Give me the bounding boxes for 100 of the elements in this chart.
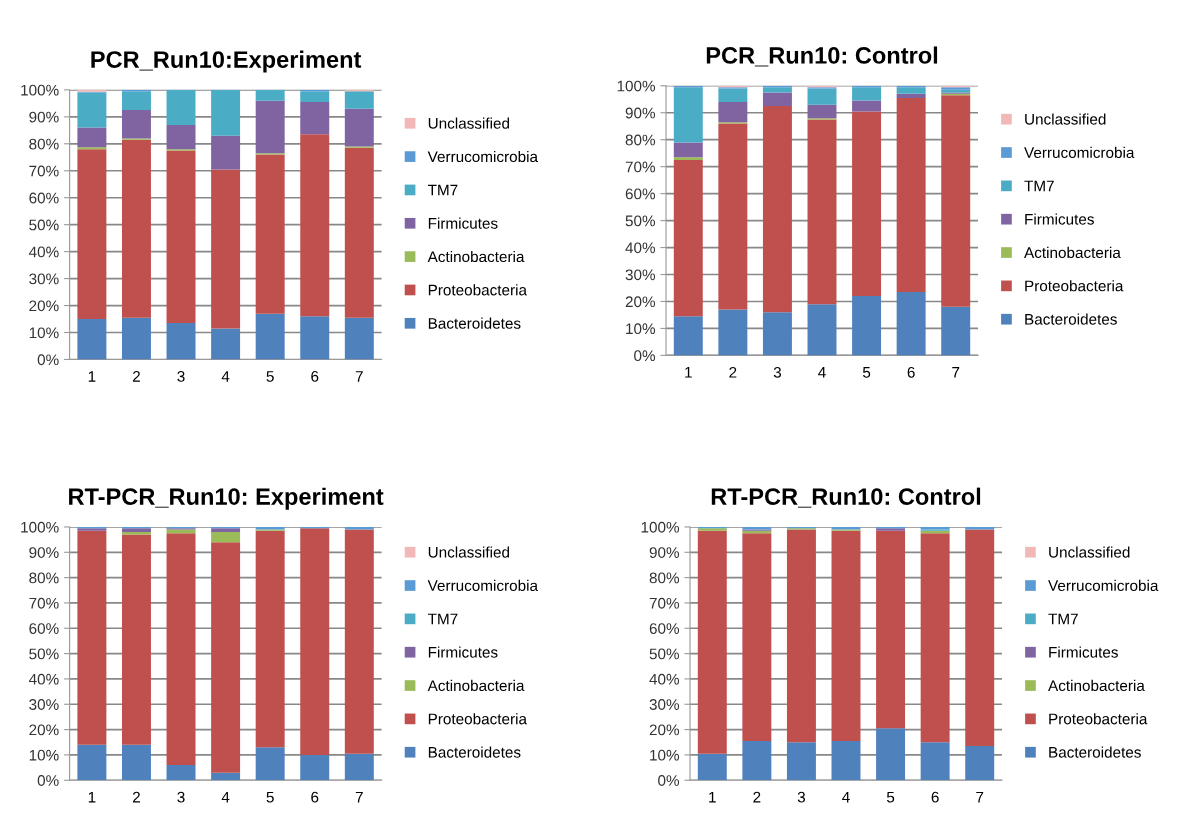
y-tick-label: 90%: [625, 107, 656, 119]
x-tick-label: 1: [709, 791, 716, 803]
x-tick-label: 2: [753, 791, 761, 803]
y-tick-label: 60%: [625, 188, 656, 200]
legend-label: Actinobacteria: [1024, 246, 1121, 259]
legend-label: TM7: [1048, 613, 1078, 625]
legend-label: Proteobacteria: [428, 284, 527, 296]
y-tick-label: 10%: [29, 327, 59, 339]
chart-title: RT-PCR_Run10: Control: [711, 487, 981, 508]
legend-label: Proteobacteria: [1025, 280, 1124, 292]
legend-label: Unclassified: [1025, 113, 1106, 125]
y-tick-label: 20%: [649, 724, 680, 736]
y-tick-label: 20%: [29, 724, 59, 736]
x-tick-label: 2: [132, 370, 140, 382]
y-tick-label: 80%: [29, 138, 59, 150]
x-tick-label: 4: [221, 371, 230, 382]
legend-label: Unclassified: [1049, 546, 1130, 558]
y-tick-label: 20%: [625, 296, 656, 308]
x-tick-label: 5: [266, 371, 274, 382]
y-tick-label: 70%: [625, 161, 656, 173]
x-tick-label: 1: [88, 791, 96, 803]
legend-label: TM7: [427, 184, 458, 196]
x-tick-label: 4: [221, 791, 230, 803]
y-tick-label: 70%: [29, 165, 59, 177]
x-tick-label: 5: [266, 791, 274, 803]
y-tick-label: 100%: [641, 521, 680, 533]
legend-label: Actinobacteria: [427, 250, 525, 263]
x-tick-label: 5: [862, 367, 871, 378]
x-tick-label: 5: [886, 791, 895, 803]
legend-label: Firmicutes: [428, 217, 498, 229]
legend-label: Firmicutes: [428, 646, 498, 658]
legend-label: Bacteroidetes: [428, 746, 521, 758]
legend-label: Firmicutes: [1049, 646, 1118, 658]
y-tick-label: 20%: [29, 300, 59, 312]
x-tick-label: 7: [355, 371, 363, 382]
y-tick-label: 0%: [37, 775, 59, 786]
legend-label: Verrucomicrobia: [427, 150, 539, 163]
y-tick-label: 0%: [658, 775, 680, 786]
legend-label: Firmicutes: [1025, 213, 1094, 225]
y-tick-label: 60%: [29, 192, 59, 204]
x-tick-label: 7: [952, 367, 960, 378]
y-tick-label: 30%: [649, 699, 680, 710]
chart-title: PCR_Run10:Experiment: [91, 50, 362, 73]
y-tick-label: 100%: [21, 521, 59, 533]
y-tick-label: 90%: [29, 547, 59, 558]
x-tick-label: 6: [907, 366, 915, 378]
legend-label: TM7: [1024, 180, 1054, 192]
y-tick-label: 40%: [28, 673, 59, 685]
y-tick-label: 90%: [29, 111, 59, 123]
x-tick-label: 1: [685, 367, 692, 378]
y-tick-label: 90%: [649, 547, 680, 558]
legend-label: Actinobacteria: [1048, 679, 1145, 692]
y-tick-label: 50%: [29, 648, 59, 660]
y-tick-label: 80%: [649, 572, 680, 584]
legend-label: Bacteroidetes: [1025, 313, 1117, 325]
legend-label: Actinobacteria: [427, 679, 525, 692]
y-tick-label: 0%: [634, 350, 656, 362]
x-tick-label: 6: [931, 791, 939, 803]
x-tick-label: 3: [773, 366, 782, 378]
legend-label: Verrucomicrobia: [1048, 579, 1159, 592]
x-tick-label: 2: [132, 791, 140, 803]
y-tick-label: 50%: [649, 648, 680, 660]
y-tick-label: 30%: [29, 699, 59, 710]
legend-label: Verrucomicrobia: [1024, 146, 1135, 159]
y-tick-label: 40%: [625, 242, 656, 254]
chart-title: PCR_Run10: Control: [706, 46, 938, 67]
legend-label: Unclassified: [428, 117, 510, 129]
x-tick-label: 4: [842, 791, 850, 803]
y-tick-label: 60%: [29, 623, 59, 634]
x-tick-label: 2: [729, 366, 737, 378]
legend-label: Verrucomicrobia: [427, 579, 539, 592]
y-tick-label: 100%: [617, 80, 656, 92]
x-tick-label: 7: [355, 791, 363, 803]
x-tick-label: 3: [177, 791, 185, 803]
y-tick-label: 40%: [28, 246, 59, 258]
y-tick-label: 10%: [650, 749, 680, 761]
y-tick-label: 80%: [625, 134, 656, 146]
legend-label: Bacteroidetes: [1049, 746, 1141, 758]
y-tick-label: 70%: [649, 597, 680, 609]
legend-label: TM7: [427, 613, 458, 625]
y-tick-label: 40%: [649, 673, 680, 685]
x-tick-label: 1: [88, 371, 96, 382]
y-tick-label: 0%: [37, 354, 59, 366]
y-tick-label: 100%: [21, 84, 59, 96]
x-tick-label: 3: [797, 791, 806, 803]
x-tick-label: 7: [976, 791, 984, 803]
x-tick-label: 4: [818, 367, 826, 378]
y-tick-label: 50%: [29, 219, 59, 231]
y-tick-label: 30%: [625, 269, 656, 281]
y-tick-label: 70%: [29, 597, 59, 609]
y-tick-label: 10%: [626, 323, 656, 335]
x-tick-label: 3: [177, 370, 185, 382]
legend-label: Bacteroidetes: [428, 317, 521, 329]
legend-label: Proteobacteria: [1049, 713, 1148, 725]
y-tick-label: 10%: [29, 749, 59, 761]
x-tick-label: 6: [311, 791, 319, 803]
y-tick-label: 30%: [29, 273, 59, 285]
legend-label: Unclassified: [428, 546, 510, 558]
y-tick-label: 80%: [29, 572, 59, 584]
y-tick-label: 50%: [625, 215, 656, 227]
